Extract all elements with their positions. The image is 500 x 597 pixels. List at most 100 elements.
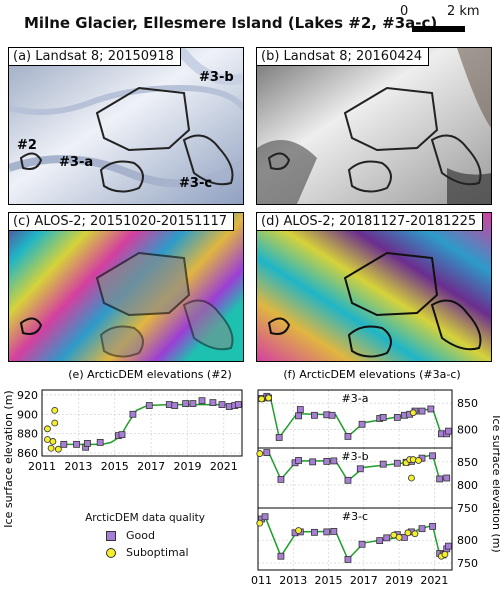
data-point-good [379,460,387,468]
plot-frame [41,389,243,457]
data-point-good [96,439,104,446]
legend-item-good: Good [106,529,214,542]
data-point-good [429,452,437,460]
chart-f-title: (f) ArcticDEM elevations (#3a-c) [283,368,460,381]
data-point-good [323,528,331,536]
landsat-image-b [257,48,491,204]
y-tick-label: 900 [17,408,38,421]
data-point-good [218,401,226,408]
data-point-good [376,537,384,545]
data-point-good [445,427,452,435]
data-point-suboptimal [415,457,422,464]
data-point-suboptimal [404,529,412,537]
data-point-good [145,402,153,409]
chart-e-plot: 860 880 900 920 2011 2013 2015 2017 2019 2021 [17,389,243,473]
chart-e: (e) ArcticDEM elevations (#2) Ice surfac… [2,368,243,528]
legend-good-marker [106,530,116,541]
chart-f-subplot: 800 850 #3-a [257,389,478,449]
y-tick-label: 750 [457,557,478,570]
x-tick-label: 2011 [28,460,56,473]
lake-label-2: #2 [17,138,37,153]
data-point-good [189,400,197,407]
data-point-good [295,412,302,420]
scalebar [412,26,465,32]
data-point-suboptimal [54,445,62,453]
legend-good-label: Good [126,529,155,542]
x-tick-label: 2015 [101,460,129,473]
data-point-good [198,397,206,405]
data-point-good [443,474,451,482]
chart-legend: ArcticDEM data quality Good Suboptimal [76,512,214,572]
panel-d: (d) ALOS-2; 20181127-20181225 [256,212,492,362]
subplot-label: #3-b [341,450,368,463]
scalebar-left-label: 0 [400,4,409,19]
data-point-good [311,528,318,536]
data-point-suboptimal [51,406,59,414]
x-tick-label: 2011 [250,574,272,587]
legend-item-suboptimal: Suboptimal [106,546,214,559]
x-tick-label: 2017 [350,574,378,587]
y-tick-label: 920 [17,389,38,402]
data-point-good [295,457,302,464]
data-point-good [171,402,179,409]
chart-f: (f) ArcticDEM elevations (#3a-c) Ice sur… [250,368,500,587]
plot-frame [257,507,453,571]
fit-line [60,403,239,446]
chart-f-ylabel: Ice surface elevation (m) [490,415,500,552]
panel-b: (b) Landsat 8; 20160424 [256,47,492,205]
data-point-good [277,475,285,483]
x-tick-label: 2013 [64,460,92,473]
y-tick-label: 850 [457,456,478,469]
data-point-suboptimal [408,474,415,482]
data-point-good [445,542,452,550]
data-point-good [393,459,401,467]
data-point-suboptimal [258,395,265,403]
subplot-label: #3-c [342,510,368,523]
lake-label-3c: #3-c [179,176,213,191]
data-point-suboptimal [256,450,264,457]
data-point-suboptimal [409,409,417,417]
data-point-suboptimal [441,550,449,558]
data-point-good [261,513,269,521]
data-point-good [311,411,318,419]
data-point-suboptimal [395,533,403,541]
x-tick-label: 2015 [315,574,343,587]
y-tick-label: 850 [457,397,478,410]
landsat-image-a [9,48,243,204]
x-tick-label: 2013 [279,574,307,587]
data-point-good [344,556,352,563]
data-point-suboptimal [256,519,264,527]
data-point-good [328,411,336,419]
data-point-good [84,439,91,447]
data-point-good [379,414,387,421]
data-point-good [296,406,304,413]
data-point-good [330,457,338,465]
data-point-good [356,465,364,473]
data-point-suboptimal [47,444,55,452]
data-point-good [209,399,217,407]
figure-title: Milne Glacier, Ellesmere Island (Lakes #… [24,14,438,32]
panel-c-label: (c) ALOS-2; 20151020-20151117 [9,213,235,231]
scalebar-right-label: 2 km [447,4,480,19]
panel-a-label: (a) Landsat 8; 20150918 [9,48,181,66]
data-point-suboptimal [49,438,57,445]
data-point-good [234,401,242,408]
alos2-interferogram-c [9,213,243,361]
legend-suboptimal-marker [106,547,116,558]
x-tick-label: 2019 [385,574,413,587]
panel-c: (c) ALOS-2; 20151020-20151117 [8,212,244,362]
data-point-good [418,407,426,415]
data-point-good [383,534,391,542]
panel-b-label: (b) Landsat 8; 20160424 [257,48,430,66]
data-point-good [129,410,137,418]
data-point-suboptimal [295,527,302,534]
data-point-good [118,431,126,439]
chart-f-subplot: 750 800 2011 2013 2015 2017 2019 2021 #3-c [250,507,478,587]
data-point-suboptimal [265,394,272,402]
x-tick-label: 2021 [420,574,448,587]
alos2-interferogram-d [257,213,491,361]
panel-a: (a) Landsat 8; 20150918 #3-b #2 #3-a #3-… [8,47,244,205]
data-point-good [275,434,283,441]
data-point-good [277,552,285,560]
legend-suboptimal-label: Suboptimal [126,546,189,559]
